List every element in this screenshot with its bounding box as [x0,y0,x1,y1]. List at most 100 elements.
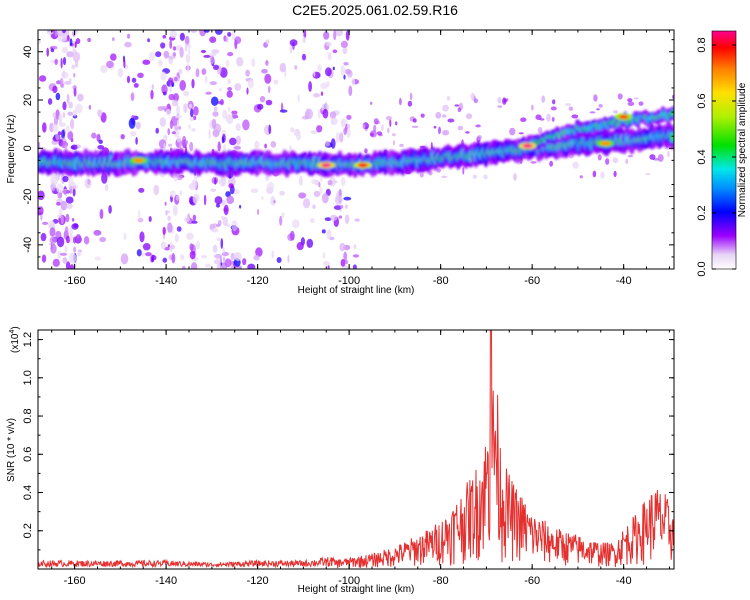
snr-frame [37,329,675,570]
spectrogram-noise-blob [412,118,417,123]
spectrogram-noise-blob [273,79,279,85]
spectrogram-noise-blob [133,83,139,88]
spectrogram-noise-blob [196,240,200,250]
spectrogram-noise-blob [169,39,173,49]
spectrogram-hotspot [321,162,332,168]
spectrogram-noise-blob [551,117,555,122]
spectrogram-noise-blob [225,37,229,43]
spectrogram-noise-blob [130,92,135,101]
spectrogram-noise-blob [188,103,193,109]
spectrogram-noise-blob [457,125,464,131]
spectrogram-noise-blob [250,188,259,194]
spectrogram-noise-blob [346,123,351,129]
snr-x-tick-label: -140 [155,575,177,587]
spectrogram-noise-blob [399,97,402,106]
spectrogram-noise-blob [309,217,315,224]
spectrogram-noise-blob [72,236,77,244]
spectrogram-noise-blob [163,142,166,150]
spectrogram-noise-blob [376,131,383,136]
spectrogram-noise-blob [214,177,217,185]
spectrogram-noise-blob [589,111,596,114]
spectrogram-noise-blob [62,30,66,34]
spectrogram-noise-blob [220,238,224,249]
spectrogram-noise-blob [62,101,67,111]
spectrogram-noise-blob [167,77,174,86]
spectrogram-noise-blob [75,38,81,45]
spectrogram-noise-blob [308,81,312,92]
spectrogram-noise-blob [159,117,166,127]
spectrogram-noise-blob [268,85,271,94]
spectrogram-noise-blob [234,83,242,91]
spectrogram-noise-blob [253,254,260,261]
spectrogram-noise-blob [213,106,218,112]
spectrogram-noise-blob [334,195,343,206]
spectrogram-noise-blob [233,146,242,150]
spectrogram-noise-blob [550,106,557,111]
spectrogram-noise-blob [137,72,144,79]
spectrogram-noise-blob [329,111,337,119]
spectrogram-noise-blob [217,101,224,105]
spectrogram-noise-blob [42,221,49,225]
spectrogram-noise-blob [546,113,551,122]
spectrogram-noise-blob [68,176,74,185]
spectrogram-noise-blob [167,128,170,136]
spectrogram-noise-blob [346,127,351,139]
spectrogram-noise-blob [137,217,144,223]
spectrogram-noise-blob [94,256,102,261]
spectrogram-noise-blob [71,223,79,230]
spectrogram-noise-blob [352,264,357,269]
spectrogram-noise-blob [104,184,109,192]
spectrogram-noise-blob [320,91,324,96]
snr-x-tick-label: -60 [524,575,540,587]
spectrogram-noise-blob [317,64,322,72]
spectrogram-x-tick-label: -120 [247,275,269,287]
spectrogram-noise-blob [549,160,553,167]
spectrogram-noise-blob [191,78,195,89]
spectrogram-noise-blob [245,69,250,77]
spectrogram-x-tick-label: -100 [338,275,360,287]
spectrogram-noise-blob [649,154,656,160]
spectrogram-noise-blob [64,245,68,253]
spectrogram-noise-blob [313,70,316,77]
spectrogram-noise-blob [335,132,340,144]
spectrogram-noise-blob [265,39,270,45]
spectrogram-noise-blob [65,261,71,269]
spectrogram-noise-blob [325,67,332,77]
spectrogram-noise-blob [189,250,196,260]
spectrogram-noise-blob [57,191,63,199]
spectrogram-noise-blob [381,124,384,132]
spectrogram-noise-blob [332,49,338,54]
spectrogram-noise-blob [231,110,237,120]
spectrogram-noise-blob [667,151,670,158]
spectrogram-noise-blob [72,187,76,197]
spectrogram-noise-blob [211,228,219,233]
spectrogram-noise-blob [298,175,303,187]
spectrogram-noise-blob [213,223,218,228]
spectrogram-noise-blob [52,112,56,118]
spectrogram-noise-blob [234,36,242,44]
spectrogram-noise-blob [564,103,572,107]
spectrogram-noise-blob [84,178,92,189]
spectrogram-noise-blob [66,125,70,133]
spectrogram-noise-blob [191,220,198,224]
spectrogram-hotspot [600,141,611,146]
spectrogram-noise-blob [225,114,234,119]
spectrogram-noise-blob [294,65,298,70]
spectrogram-noise-blob [69,233,73,242]
spectrogram-noise-blob [265,60,269,66]
spectrogram-noise-blob [242,258,247,266]
spectrogram-noise-blob [67,111,73,116]
spectrogram-noise-blob [189,116,195,121]
spectrogram-noise-blob [52,258,60,267]
spectrogram-noise-blob [447,118,455,123]
spectrogram-noise-blob [183,90,190,97]
spectrogram-noise-blob [257,103,264,110]
spectrogram-noise-blob [179,46,184,58]
snr-y-axis-label: SNR (10 * v/v) [6,418,17,482]
spectrogram-noise-blob [212,244,218,253]
spectrogram-noise-blob [201,255,207,259]
spectrogram-noise-blob [370,101,373,105]
spectrogram-noise-blob [465,113,473,120]
spectrogram-noise-blob [91,132,97,139]
spectrogram-noise-blob [441,114,447,118]
